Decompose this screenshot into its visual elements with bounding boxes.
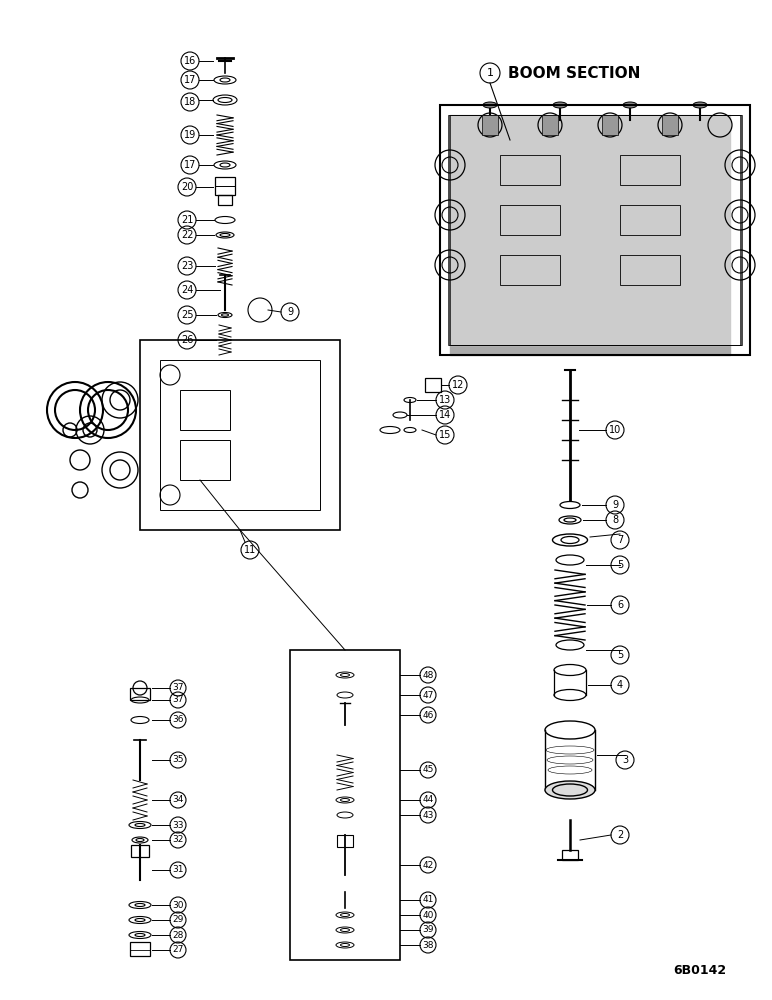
Bar	[130, 942, 150, 956]
Bar	[449, 115, 741, 345]
Text: 35: 35	[172, 756, 184, 764]
Text: BOOM SECTION: BOOM SECTION	[508, 66, 641, 81]
Bar	[180, 390, 230, 430]
Text: 9: 9	[287, 307, 293, 317]
Text: 38: 38	[422, 940, 434, 950]
Text: 10: 10	[609, 425, 621, 435]
Bar	[562, 850, 578, 860]
Bar	[160, 360, 320, 510]
Text: 13: 13	[438, 395, 451, 405]
Ellipse shape	[553, 102, 567, 108]
Ellipse shape	[483, 102, 497, 108]
Text: 47: 47	[422, 690, 434, 700]
Text: 18: 18	[184, 97, 196, 107]
Text: 21: 21	[181, 215, 193, 225]
Text: 11: 11	[244, 545, 256, 555]
Bar	[500, 255, 560, 285]
Text: 46: 46	[422, 710, 434, 720]
Text: 5: 5	[617, 560, 623, 570]
Text: 6B0142: 6B0142	[673, 964, 726, 976]
Text: 9: 9	[612, 500, 618, 510]
Text: 19: 19	[184, 130, 196, 140]
Text: 41: 41	[422, 896, 434, 904]
Text: 24: 24	[181, 285, 193, 295]
Bar	[620, 255, 680, 285]
Bar	[130, 688, 150, 700]
Text: 34: 34	[172, 796, 184, 804]
Bar	[542, 115, 558, 135]
Bar	[482, 115, 498, 135]
Text: 31: 31	[172, 865, 184, 874]
Text: 17: 17	[184, 160, 196, 170]
Text: 39: 39	[422, 926, 434, 934]
Text: 48: 48	[422, 670, 434, 680]
Text: 15: 15	[438, 430, 451, 440]
Text: 6: 6	[617, 600, 623, 610]
Text: 28: 28	[172, 930, 184, 940]
Text: 3: 3	[622, 755, 628, 765]
Text: 40: 40	[422, 910, 434, 920]
Bar	[140, 340, 340, 530]
Bar	[620, 205, 680, 235]
Text: 1: 1	[486, 68, 493, 78]
Text: 5: 5	[617, 650, 623, 660]
Text: 37: 37	[172, 684, 184, 692]
Bar	[450, 115, 740, 345]
Bar	[218, 195, 232, 205]
Text: 12: 12	[452, 380, 464, 390]
Text: 26: 26	[181, 335, 193, 345]
Text: 25: 25	[181, 310, 193, 320]
Text: 30: 30	[172, 900, 184, 910]
Ellipse shape	[623, 102, 637, 108]
Bar	[337, 835, 353, 847]
Text: 29: 29	[172, 916, 184, 924]
Bar	[215, 177, 235, 195]
Text: 16: 16	[184, 56, 196, 66]
Bar	[620, 155, 680, 185]
Bar	[500, 155, 560, 185]
Bar	[662, 115, 678, 135]
Bar	[440, 105, 750, 355]
Bar	[500, 205, 560, 235]
Text: 42: 42	[422, 860, 434, 869]
Text: 27: 27	[172, 946, 184, 954]
Text: 8: 8	[612, 515, 618, 525]
Bar	[602, 115, 618, 135]
Bar	[290, 650, 400, 960]
Text: 20: 20	[181, 182, 193, 192]
Bar	[180, 440, 230, 480]
Text: 43: 43	[422, 810, 434, 820]
Text: 23: 23	[181, 261, 193, 271]
Text: 32: 32	[172, 836, 184, 844]
Text: 36: 36	[172, 716, 184, 724]
Text: 44: 44	[422, 796, 434, 804]
Text: 4: 4	[617, 680, 623, 690]
Text: 37: 37	[172, 696, 184, 704]
Ellipse shape	[545, 781, 595, 799]
Text: 14: 14	[438, 410, 451, 420]
Text: 45: 45	[422, 766, 434, 774]
Bar	[448, 115, 742, 345]
Text: 22: 22	[181, 230, 193, 240]
Text: 33: 33	[172, 820, 184, 830]
Text: 2: 2	[617, 830, 623, 840]
Bar	[131, 845, 149, 857]
Text: 17: 17	[184, 75, 196, 85]
Text: 7: 7	[617, 535, 623, 545]
Ellipse shape	[693, 102, 707, 108]
Bar	[425, 378, 441, 392]
